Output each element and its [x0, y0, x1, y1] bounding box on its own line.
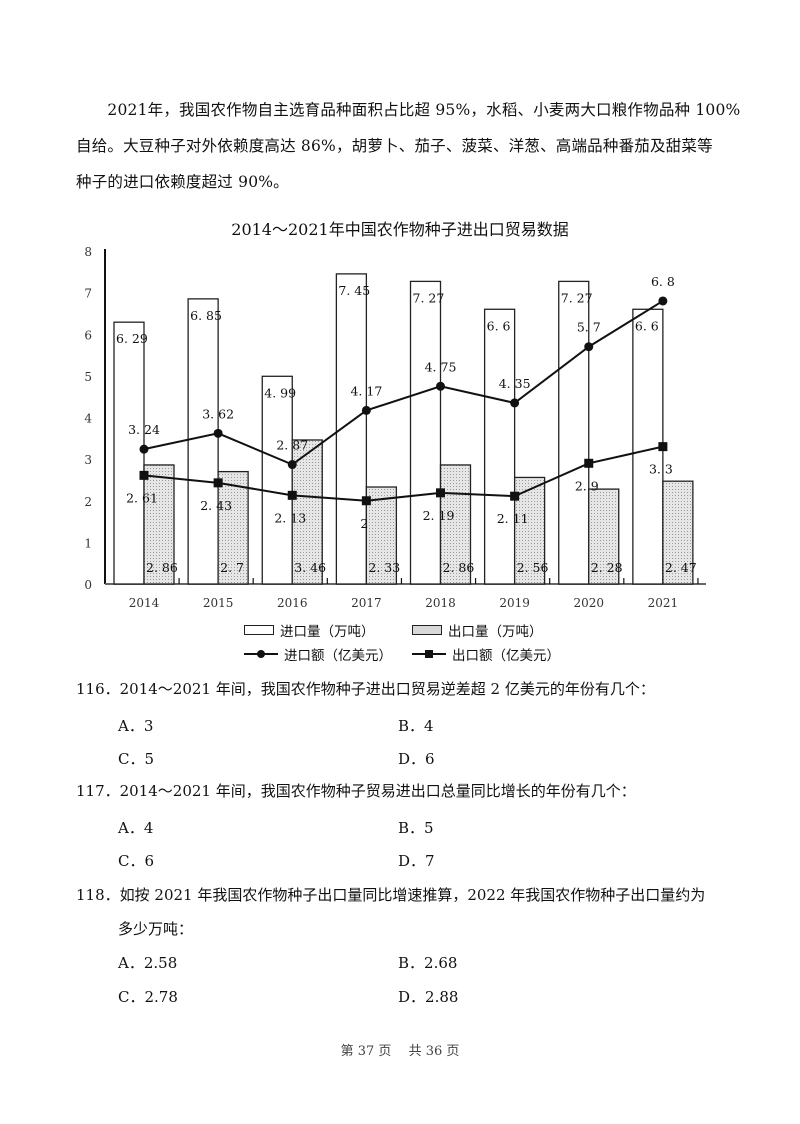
- svg-text:2. 86: 2. 86: [146, 560, 178, 575]
- svg-text:2. 33: 2. 33: [368, 560, 400, 575]
- svg-text:6. 6: 6. 6: [635, 318, 659, 333]
- svg-text:7. 27: 7. 27: [413, 290, 445, 305]
- svg-text:6. 6: 6. 6: [487, 318, 511, 333]
- svg-text:6: 6: [84, 328, 92, 342]
- svg-text:2: 2: [360, 516, 368, 531]
- legend-import-value: 进口额（亿美元）: [244, 644, 412, 664]
- svg-text:8: 8: [84, 245, 92, 259]
- question-116-option-b[interactable]: B．4: [398, 717, 434, 735]
- svg-text:1: 1: [84, 536, 92, 550]
- chart-title: 2014～2021年中国农作物种子进出口贸易数据: [231, 220, 569, 239]
- question-118-stem-continued: 多少万吨：: [118, 920, 194, 938]
- question-118-option-b[interactable]: B．2.68: [398, 954, 458, 972]
- chart-plot: 0 1 2 3 4 5 6 7 8 2014 2015 2016 2017 2018 2019 2020 202…: [84, 245, 706, 610]
- chart-bars: [113, 273, 694, 585]
- svg-text:2. 7: 2. 7: [220, 560, 244, 575]
- svg-text:2. 11: 2. 11: [497, 511, 529, 526]
- svg-text:2. 19: 2. 19: [423, 508, 455, 523]
- svg-text:2. 56: 2. 56: [517, 560, 549, 575]
- svg-text:2. 47: 2. 47: [665, 560, 697, 575]
- question-117-option-a[interactable]: A．4: [118, 819, 154, 837]
- svg-text:5: 5: [84, 370, 92, 384]
- intro-line: 种子的进口依赖度超过 90%。: [76, 173, 289, 191]
- svg-text:4. 35: 4. 35: [499, 376, 531, 391]
- svg-text:7. 45: 7. 45: [338, 283, 370, 298]
- svg-text:3. 24: 3. 24: [128, 422, 160, 437]
- svg-text:2. 43: 2. 43: [200, 498, 232, 513]
- svg-text:3. 62: 3. 62: [202, 406, 234, 421]
- intro-line: 2021年，我国农作物自主选育品种面积占比超 95%，水稻、小麦两大口粮作物品种…: [76, 101, 741, 119]
- svg-text:2016: 2016: [277, 596, 308, 610]
- svg-text:2017: 2017: [351, 596, 382, 610]
- question-117-option-b[interactable]: B．5: [398, 819, 434, 837]
- svg-text:4: 4: [84, 412, 92, 426]
- circle-line-marker-icon: [244, 650, 278, 658]
- question-118-stem: 118．如按 2021 年我国农作物种子出口量同比增速推算，2022 年我国农作…: [76, 886, 706, 904]
- svg-text:3: 3: [84, 453, 92, 467]
- chart-legend: 进口量（万吨） 出口量（万吨） 进口额（亿美元） 出口额（亿美元）: [244, 618, 584, 666]
- question-118-option-c[interactable]: C．2.78: [118, 988, 178, 1006]
- svg-text:4. 99: 4. 99: [264, 385, 296, 400]
- svg-text:2: 2: [84, 495, 92, 509]
- svg-text:2019: 2019: [499, 596, 530, 610]
- question-116-option-c[interactable]: C．5: [118, 750, 155, 768]
- hatched-bar-swatch-icon: [412, 625, 442, 635]
- question-116-stem: 116．2014～2021 年间，我国农作物种子进出口贸易逆差超 2 亿美元的年…: [76, 680, 655, 698]
- square-line-marker-icon: [412, 650, 446, 658]
- svg-text:2. 13: 2. 13: [274, 510, 306, 525]
- question-116-option-a[interactable]: A．3: [118, 717, 154, 735]
- svg-text:0: 0: [84, 578, 92, 592]
- question-118-option-a[interactable]: A．2.58: [118, 954, 178, 972]
- svg-text:2014: 2014: [129, 596, 160, 610]
- legend-import-volume: 进口量（万吨）: [244, 620, 412, 640]
- intro-paragraph: 2021年，我国农作物自主选育品种面积占比超 95%，水稻、小麦两大口粮作物品种…: [76, 92, 741, 200]
- svg-text:2. 87: 2. 87: [276, 438, 308, 453]
- svg-text:2. 61: 2. 61: [126, 490, 158, 505]
- svg-text:3. 46: 3. 46: [294, 560, 326, 575]
- svg-text:2. 9: 2. 9: [575, 478, 599, 493]
- chart-lines: [139, 296, 668, 506]
- svg-text:2015: 2015: [203, 596, 234, 610]
- svg-text:7. 27: 7. 27: [561, 290, 593, 305]
- intro-line: 自给。大豆种子对外依赖度高达 86%，胡萝卜、茄子、菠菜、洋葱、高端品种番茄及甜…: [76, 137, 713, 155]
- svg-text:4. 75: 4. 75: [425, 359, 457, 374]
- svg-text:6. 85: 6. 85: [190, 308, 222, 323]
- svg-text:6. 8: 6. 8: [651, 274, 675, 289]
- question-116-option-d[interactable]: D．6: [398, 750, 435, 768]
- question-117-option-c[interactable]: C．6: [118, 852, 155, 870]
- svg-text:2021: 2021: [648, 596, 679, 610]
- question-118-option-d[interactable]: D．2.88: [398, 988, 459, 1006]
- legend-export-volume: 出口量（万吨）: [412, 620, 580, 640]
- question-117-stem: 117．2014～2021 年间，我国农作物种子贸易进出口总量同比增长的年份有几…: [76, 782, 636, 800]
- chart-axes: 0 1 2 3 4 5 6 7 8 2014 2015 2016 2017 2018 2019 2020 202…: [84, 245, 706, 610]
- svg-text:6. 29: 6. 29: [116, 331, 148, 346]
- legend-export-value: 出口额（亿美元）: [412, 644, 580, 664]
- white-bar-swatch-icon: [244, 625, 274, 635]
- svg-text:7: 7: [84, 287, 92, 301]
- svg-text:2020: 2020: [573, 596, 604, 610]
- svg-text:2. 28: 2. 28: [591, 560, 623, 575]
- question-117-option-d[interactable]: D．7: [398, 852, 435, 870]
- svg-text:5. 7: 5. 7: [577, 320, 601, 335]
- page-footer: 第 37 页 共 36 页: [340, 1044, 460, 1059]
- svg-text:4. 17: 4. 17: [350, 383, 382, 398]
- svg-text:3. 3: 3. 3: [649, 462, 673, 477]
- chart-data-labels: 6. 29 2. 86 6. 85 2. 7 4. 99 3. 46 7. 45 2. 33 7…: [116, 274, 697, 575]
- svg-text:2018: 2018: [425, 596, 456, 610]
- svg-text:2. 86: 2. 86: [443, 560, 475, 575]
